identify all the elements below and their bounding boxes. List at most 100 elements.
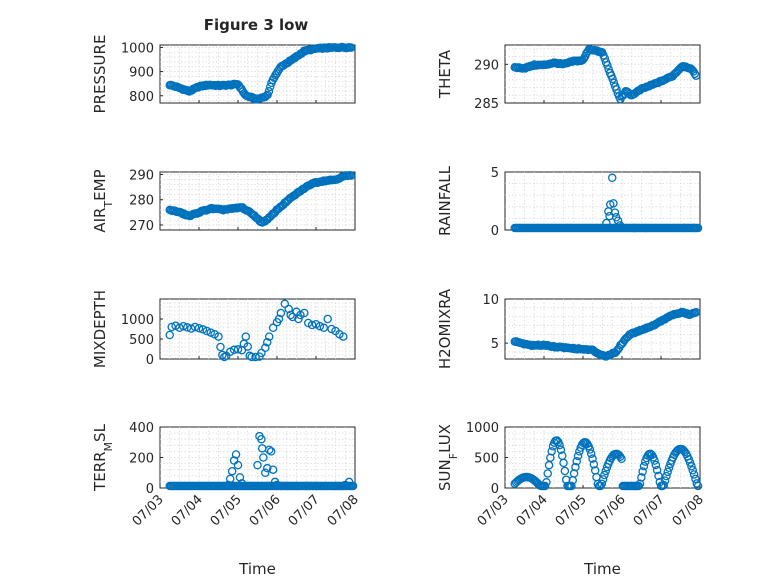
data-point [274,314,284,324]
data-point [198,325,208,334]
data-point [263,90,272,100]
data-point [572,456,581,466]
data-point [603,61,612,70]
data-point [693,481,703,491]
data-point [245,351,254,361]
data-point [264,332,274,341]
x-axis-label: Time [238,560,276,578]
subplot-1: 800 900 1000 PRESSURE [91,35,356,114]
data-point [609,199,618,208]
x-tick-label: 07/04 [514,492,551,529]
data-point [268,465,278,474]
data-point [276,481,286,491]
x-tick-label: 07/03 [475,492,512,529]
data-point [662,471,671,481]
y-axis-label: PRESSURE [91,35,109,114]
data-point [556,445,566,454]
data-point [691,474,700,484]
data-point [220,352,229,362]
data-series [165,171,356,227]
data-point [663,467,672,477]
x-tick-label: 07/07 [286,492,323,529]
data-point [691,71,701,80]
x-tick-label: 07/05 [553,492,590,529]
x-tick-label: 07/08 [325,492,362,529]
y-tick-label: 5 [491,166,499,181]
data-point [542,478,551,487]
data-point [598,475,608,484]
data-point [552,436,562,445]
data-point [540,481,550,491]
y-tick-label: 0 [491,482,499,497]
data-point [550,438,559,447]
subplot-6: 5 10 H2OMIXRA [436,288,701,369]
data-point [547,447,556,456]
figure-title: Figure 3 low [204,16,309,34]
data-point [216,342,225,352]
y-axis-label: AIRTEMP [91,169,115,232]
data-series [165,42,356,104]
data-point [233,460,243,470]
data-point [206,328,215,337]
data-point [689,223,699,233]
data-point [266,447,276,456]
data-series [510,44,701,104]
grid [505,172,700,230]
data-point [262,91,271,101]
y-axis-label: TERRMSL [91,423,115,492]
data-point [543,469,552,478]
data-point [323,314,332,324]
data-point [268,323,278,333]
data-series [165,431,358,491]
data-point [339,332,348,341]
x-tick-label: 07/06 [592,492,629,529]
data-point [600,470,609,480]
data-point [292,481,301,491]
y-tick-label: 1000 [466,421,499,436]
data-point [264,445,274,455]
data-point [650,456,659,465]
data-point [231,450,241,459]
data-point [660,476,670,485]
data-point [617,454,626,464]
y-tick-label: 500 [129,333,154,348]
data-point [307,320,317,330]
data-point [659,480,669,490]
data-point [264,87,274,96]
data-point [316,43,326,53]
data-point [257,434,266,444]
data-point [272,480,282,490]
data-point [260,92,270,102]
x-tick-label: 07/05 [208,492,245,529]
data-point [615,452,625,461]
data-point [689,470,699,479]
y-tick-label: 0 [491,224,499,239]
y-axis-label: THETA [436,49,454,99]
data-point [654,471,663,481]
y-tick-label: 0 [146,482,154,497]
data-point [573,451,583,461]
data-point [344,477,354,487]
data-point [555,440,564,450]
data-point [651,460,661,470]
data-series [510,307,701,361]
data-point [601,466,610,476]
data-point [597,479,607,489]
data-point [261,343,270,353]
data-point [615,221,625,230]
data-point [262,463,272,473]
data-point [165,330,174,340]
subplot-7: 0 200 400 TERRMSL 07/03 07/04 07/05 07/06 07/07 0… [91,421,362,578]
data-point [638,467,647,476]
data-point [315,321,325,331]
subplot-8: 0 500 1000 SUNFLUX 07/03 07/04 07/05 07/06 07/07… [436,421,707,578]
data-point [241,332,251,341]
data-point [559,458,568,468]
data-point [346,171,356,180]
y-tick-label: 5 [491,337,499,352]
data-point [225,474,235,484]
x-tick-label: 07/07 [631,492,668,529]
y-tick-label: 200 [129,452,154,467]
data-point [691,307,701,317]
data-point [319,323,329,333]
